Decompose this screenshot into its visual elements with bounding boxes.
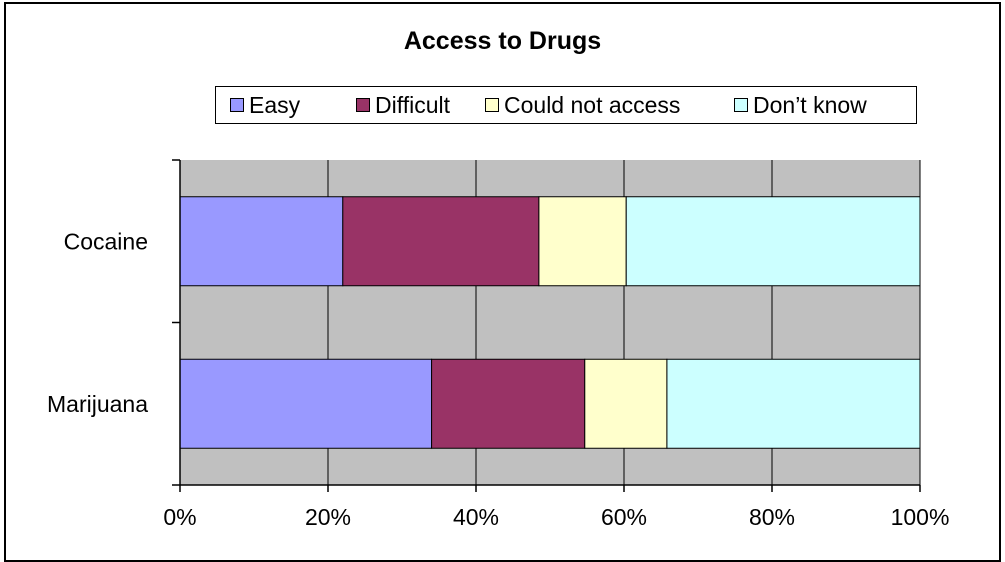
legend-label-dont-know: Don’t know	[753, 91, 867, 118]
x-tick-label: 80%	[749, 504, 795, 530]
bar-segment	[584, 358, 668, 449]
category-label: Marijuana	[47, 391, 148, 417]
bar-segment	[179, 196, 344, 287]
category-label: Cocaine	[64, 228, 148, 254]
legend-label-easy: Easy	[249, 91, 301, 118]
x-tick-label: 60%	[601, 504, 647, 530]
bar-segment	[431, 358, 586, 449]
legend-swatch-easy	[230, 98, 244, 112]
legend-label-difficult: Difficult	[375, 91, 450, 118]
bar-segment	[666, 358, 921, 449]
legend-item-could-not-access: Could not access	[485, 87, 680, 123]
bar-segment	[179, 358, 433, 449]
legend-swatch-difficult	[356, 98, 370, 112]
x-tick-label: 0%	[163, 504, 196, 530]
chart-title: Access to Drugs	[403, 27, 602, 55]
plot-area: 0% 20% 40% 60% 80% 100% Cocaine Marijuana	[47, 159, 950, 530]
x-tick-label: 100%	[891, 504, 950, 530]
legend-swatch-dont-know	[734, 98, 748, 112]
legend-swatch-could-not-access	[485, 98, 499, 112]
bar-segment	[342, 196, 540, 287]
x-tick-label: 20%	[305, 504, 351, 530]
legend-label-could-not-access: Could not access	[504, 91, 681, 118]
legend-item-easy: Easy	[230, 87, 300, 123]
bar-segment	[538, 196, 627, 287]
legend-item-difficult: Difficult	[356, 87, 450, 123]
chart-legend: Easy Difficult Could not access Don’t kn…	[215, 86, 917, 124]
bar-segment	[625, 196, 921, 287]
x-tick-label: 40%	[453, 504, 499, 530]
legend-item-dont-know: Don’t know	[734, 87, 867, 123]
